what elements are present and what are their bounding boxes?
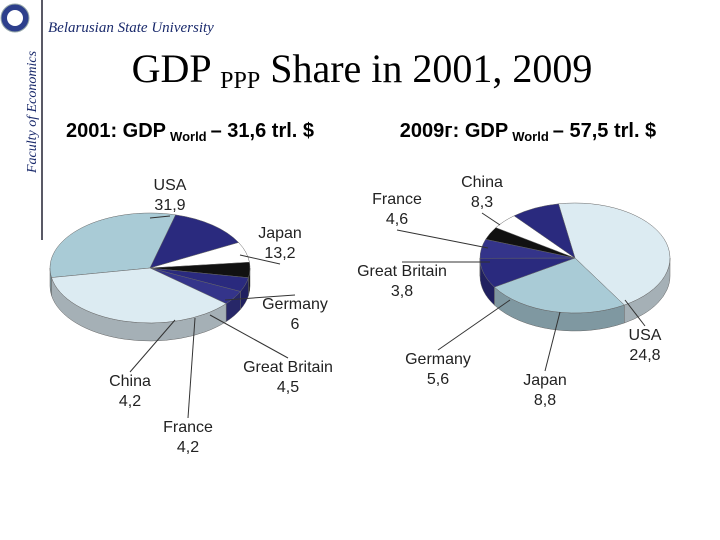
pie-slice [49, 212, 176, 278]
title-sub: PPP [220, 68, 260, 94]
value-label: 6 [291, 316, 300, 333]
category-label: Germany [405, 351, 471, 368]
category-label: China [109, 373, 151, 390]
category-label: USA [629, 327, 662, 344]
category-label: Japan [258, 225, 302, 242]
pie-slice [558, 202, 671, 306]
leader-line [624, 299, 646, 327]
value-label: 5,6 [427, 371, 449, 388]
leader-line [224, 294, 296, 301]
subtitle-lead: 2009г: GDP [400, 120, 508, 142]
leader-line [239, 254, 281, 265]
value-label: 24,8 [629, 347, 660, 364]
category-label: France [372, 191, 422, 208]
subtitle-sub: World [170, 129, 207, 144]
category-label: USA [154, 177, 187, 194]
leader-line [481, 212, 501, 226]
category-label: Great Britain [243, 359, 333, 376]
leader-line [129, 319, 176, 373]
leader-line [544, 311, 561, 372]
leader-line [187, 317, 196, 419]
leader-line [396, 229, 489, 249]
leader-line [209, 314, 289, 359]
pie-slice [493, 257, 625, 314]
category-label: France [163, 419, 213, 436]
value-label: 3,8 [391, 283, 413, 300]
value-label: 4,2 [177, 439, 199, 456]
value-label: 31,9 [154, 197, 185, 214]
chart-subtitle: 2001: GDP World – 31,6 trl. $ [66, 120, 314, 144]
leader-line [437, 299, 511, 351]
subtitle-lead: 2001: GDP [66, 120, 166, 142]
value-label: 4,2 [119, 393, 141, 410]
title: GDP PPP Share in 2001, 2009 [132, 46, 593, 97]
category-label: Japan [523, 372, 567, 389]
leader-line [149, 215, 171, 219]
faculty: Faculty of Economics [25, 50, 40, 174]
logo-inner [7, 10, 23, 26]
university: Belarusian State University [48, 20, 214, 36]
value-label: 8,8 [534, 392, 556, 409]
subtitle-sub: World [512, 129, 549, 144]
category-label: China [461, 174, 503, 191]
value-label: 8,3 [471, 194, 493, 211]
subtitle-tail: – 31,6 trl. $ [211, 120, 314, 142]
value-label: 13,2 [264, 245, 295, 262]
subtitle-tail: – 57,5 trl. $ [553, 120, 656, 142]
value-label: 4,6 [386, 211, 408, 228]
pie-slice [149, 214, 240, 269]
pie-slice [513, 203, 576, 259]
category-label: Germany [262, 296, 328, 313]
pie-slice [51, 267, 227, 324]
title-main: GDP [132, 46, 211, 91]
title-rest: Share in 2001, 2009 [270, 46, 592, 91]
value-label: 4,5 [277, 379, 299, 396]
chart-subtitle: 2009г: GDP World – 57,5 trl. $ [400, 120, 656, 144]
category-label: Great Britain [357, 263, 447, 280]
